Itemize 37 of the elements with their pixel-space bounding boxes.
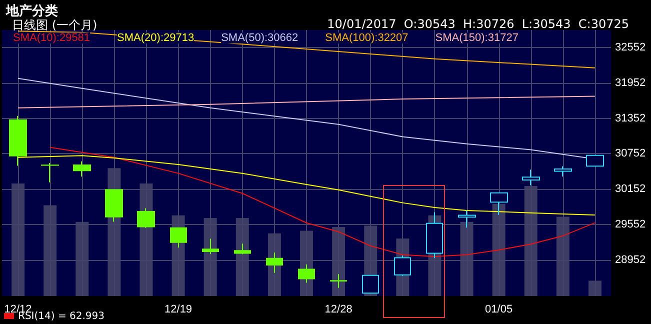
text: SMA(50):30662 xyxy=(221,32,298,44)
candlestick xyxy=(522,169,540,186)
x-tick-label: 01/05 xyxy=(485,304,513,316)
y-tick-label: 29552 xyxy=(615,218,646,231)
x-tick-label: 12/19 xyxy=(164,304,192,316)
line-series xyxy=(50,146,596,257)
y-tick-label: 32552 xyxy=(615,42,646,54)
y-tick-label: 31952 xyxy=(615,76,646,89)
candlestick xyxy=(458,210,476,228)
line-series xyxy=(18,96,596,108)
x-tick-label: 12/28 xyxy=(324,304,352,316)
candlestick xyxy=(330,274,347,288)
text: SMA(20):29713 xyxy=(117,32,194,44)
y-tick-label: 30152 xyxy=(615,183,646,196)
line-series xyxy=(18,155,596,216)
y-tick-label: 30752 xyxy=(615,148,646,160)
candlestick xyxy=(170,227,187,248)
candlestick xyxy=(298,264,315,284)
text: SMA(150):31727 xyxy=(435,32,518,44)
candlestick xyxy=(137,208,155,228)
candlestick xyxy=(490,192,508,216)
chart-subtitle: 日线图 (一个月) xyxy=(12,17,98,33)
candlestick xyxy=(9,115,27,166)
candlestick xyxy=(41,162,59,183)
text: RSI(14) = 62.993 xyxy=(18,311,104,323)
candlestick xyxy=(105,189,123,222)
y-tick-label: 28952 xyxy=(615,254,646,266)
candlestick xyxy=(202,238,219,255)
candlestick xyxy=(73,160,91,178)
candlestick xyxy=(586,154,604,167)
y-tick-label: 31352 xyxy=(615,112,646,124)
candlestick xyxy=(234,243,251,255)
chart-title: 地产分类 xyxy=(6,2,58,19)
annotation: 10/01/2017 O:30543 H:30726 L:30543 C:30725 xyxy=(327,17,629,31)
candlestick xyxy=(554,166,572,178)
text: SMA(10):29581 xyxy=(13,32,90,44)
series-label: SMA(100):32207 xyxy=(325,32,408,44)
